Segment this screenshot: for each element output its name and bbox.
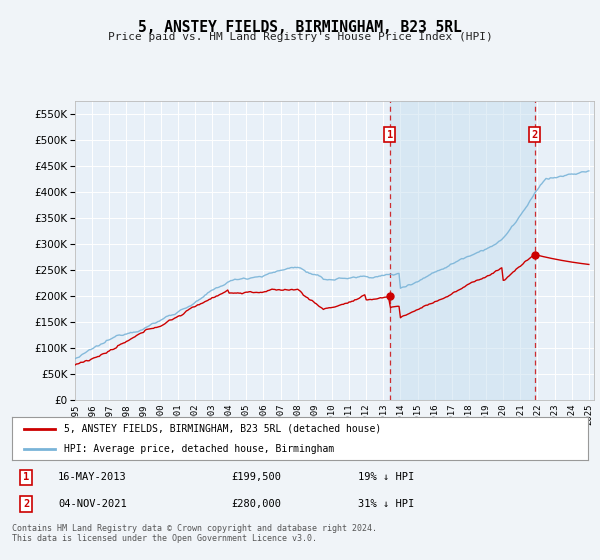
Text: 04-NOV-2021: 04-NOV-2021: [58, 499, 127, 509]
Text: 5, ANSTEY FIELDS, BIRMINGHAM, B23 5RL: 5, ANSTEY FIELDS, BIRMINGHAM, B23 5RL: [138, 20, 462, 35]
Text: 16-MAY-2013: 16-MAY-2013: [58, 473, 127, 482]
Text: 1: 1: [23, 473, 29, 482]
Text: £280,000: £280,000: [231, 499, 281, 509]
Bar: [389, 101, 535, 400]
Text: HPI: Average price, detached house, Birmingham: HPI: Average price, detached house, Birm…: [64, 445, 334, 454]
Text: Price paid vs. HM Land Registry's House Price Index (HPI): Price paid vs. HM Land Registry's House …: [107, 32, 493, 43]
Text: 31% ↓ HPI: 31% ↓ HPI: [358, 499, 414, 509]
Text: 1: 1: [386, 130, 393, 139]
Text: 19% ↓ HPI: 19% ↓ HPI: [358, 473, 414, 482]
Text: £199,500: £199,500: [231, 473, 281, 482]
Text: 5, ANSTEY FIELDS, BIRMINGHAM, B23 5RL (detached house): 5, ANSTEY FIELDS, BIRMINGHAM, B23 5RL (d…: [64, 424, 381, 434]
Text: Contains HM Land Registry data © Crown copyright and database right 2024.
This d: Contains HM Land Registry data © Crown c…: [12, 524, 377, 543]
Text: 2: 2: [23, 499, 29, 509]
Text: 2: 2: [532, 130, 538, 139]
